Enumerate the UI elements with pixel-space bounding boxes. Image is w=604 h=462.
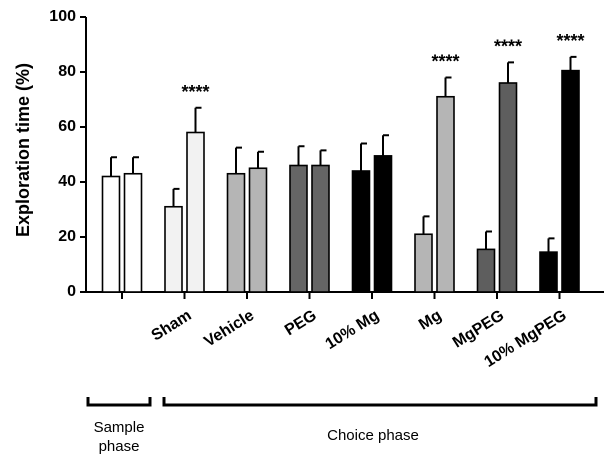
y-tick-label: 40 [58, 173, 76, 190]
sample-phase-label-line: phase [99, 438, 140, 455]
phase-bracket [162, 397, 598, 407]
significance-marker: **** [494, 36, 522, 56]
x-category-label: Sham [149, 307, 195, 345]
bar [476, 248, 496, 293]
significance-marker: **** [431, 52, 459, 72]
x-category-label: Mg [416, 307, 445, 334]
choice-phase-label: Choice phase [327, 427, 419, 444]
bar [226, 172, 246, 293]
bar [164, 205, 183, 293]
x-category-label: PEG [282, 307, 320, 339]
sample-phase-label-line: Sample [94, 419, 145, 436]
y-tick-label: 100 [49, 8, 76, 25]
bar [289, 164, 308, 293]
phase-brackets: Sample phase Choice phase [86, 397, 598, 455]
bars: **** **** **** **** [101, 31, 585, 299]
sample-phase-label: Sample phase [94, 419, 145, 455]
bar [414, 233, 433, 293]
y-axis: 0 20 40 60 80 100 [49, 8, 604, 300]
bar [248, 167, 268, 293]
phase-bracket [86, 397, 152, 407]
y-tick-label: 0 [67, 283, 76, 300]
bar [436, 95, 455, 293]
bar [539, 251, 558, 293]
y-tick-label: 80 [58, 63, 76, 80]
bar [101, 175, 121, 293]
bar [311, 164, 330, 293]
significance-marker: **** [181, 82, 209, 102]
bar [186, 131, 205, 293]
y-axis-label: Exploration time (%) [13, 63, 33, 237]
bar [498, 82, 518, 293]
y-tick-label: 20 [58, 228, 76, 245]
bar [351, 170, 371, 293]
y-tick-label: 60 [58, 118, 76, 135]
bar [561, 69, 580, 293]
x-category-label: Vehicle [201, 307, 257, 351]
bar [373, 155, 393, 293]
significance-marker: **** [556, 31, 584, 51]
bar [123, 172, 143, 293]
x-category-label: 10% Mg [323, 307, 383, 353]
